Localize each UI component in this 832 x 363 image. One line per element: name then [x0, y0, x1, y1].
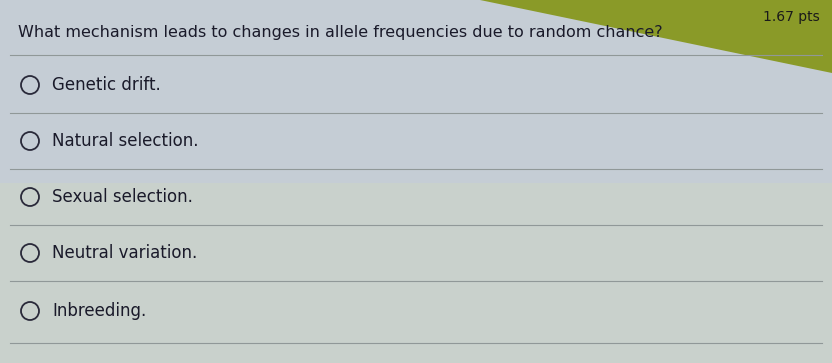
Text: Sexual selection.: Sexual selection. — [52, 188, 193, 206]
Text: Neutral variation.: Neutral variation. — [52, 244, 197, 262]
Polygon shape — [480, 0, 832, 73]
Text: Inbreeding.: Inbreeding. — [52, 302, 146, 320]
Text: Natural selection.: Natural selection. — [52, 132, 199, 150]
Text: 1.67 pts: 1.67 pts — [763, 10, 820, 24]
Bar — [0, 183, 832, 363]
Text: Genetic drift.: Genetic drift. — [52, 76, 161, 94]
Text: What mechanism leads to changes in allele frequencies due to random chance?: What mechanism leads to changes in allel… — [18, 25, 662, 41]
